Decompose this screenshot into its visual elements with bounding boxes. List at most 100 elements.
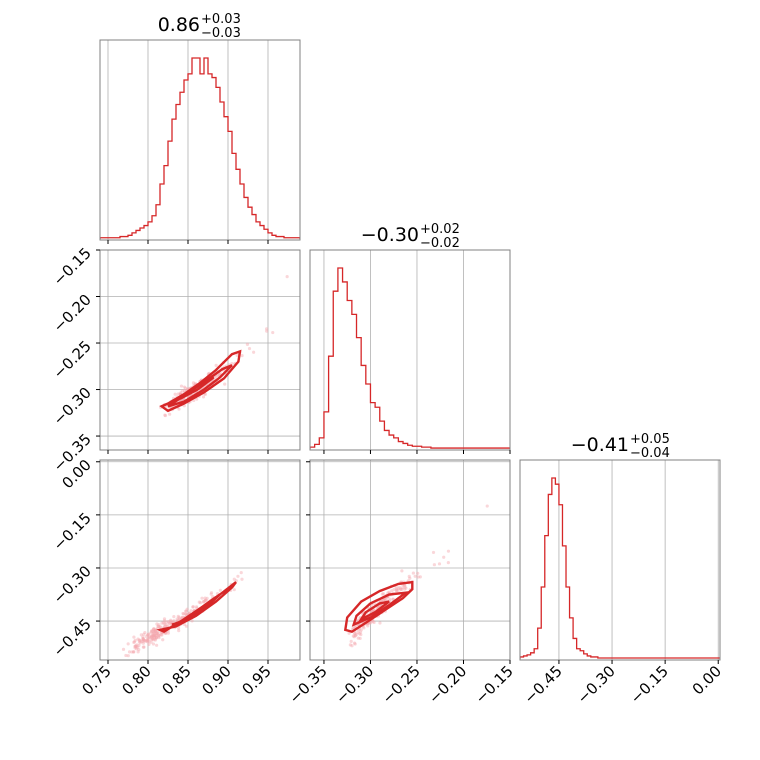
scatter-point xyxy=(349,639,353,643)
scatter-point xyxy=(153,630,157,634)
scatter-point xyxy=(155,643,159,647)
scatter-point xyxy=(396,587,400,591)
scatter-point xyxy=(153,629,157,633)
scatter-point xyxy=(149,631,153,635)
scatter-point xyxy=(166,631,170,635)
scatter-point xyxy=(160,633,164,637)
scatter-point xyxy=(245,342,250,346)
scatter-point xyxy=(218,371,223,376)
scatter-point xyxy=(154,631,159,635)
contour-2-1-0 xyxy=(343,580,414,633)
title-param-0-median: 0.86 xyxy=(158,14,200,36)
scatter-point xyxy=(371,619,375,624)
scatter-point xyxy=(366,624,370,628)
scatter-point xyxy=(369,621,373,625)
scatter-point xyxy=(145,640,150,644)
panel-frame-1-1 xyxy=(309,249,511,451)
scatter-point xyxy=(131,650,136,654)
scatter-point xyxy=(176,618,180,622)
scatter-point xyxy=(163,624,167,629)
scatter-point xyxy=(264,327,269,331)
scatter-point xyxy=(180,616,184,620)
xtick-label-param-0-1: 0.80 xyxy=(118,662,154,698)
scatter-point xyxy=(149,629,154,634)
scatter-point xyxy=(141,638,146,642)
scatter-point xyxy=(352,635,356,639)
scatter-point xyxy=(161,621,166,625)
scatter-point xyxy=(403,585,407,589)
scatter-point xyxy=(162,619,167,623)
scatter-point xyxy=(413,574,417,578)
panel-1-0: −0.35−0.30−0.25−0.20−0.15 xyxy=(50,244,301,475)
scatter-point xyxy=(133,638,137,642)
xtick-label-param-0-2: 0.85 xyxy=(158,662,194,698)
ytick-label-param-2-2: −0.15 xyxy=(50,509,95,554)
panel-frame-0-0 xyxy=(99,39,301,241)
scatter-point xyxy=(408,576,412,580)
scatter-point xyxy=(404,586,408,590)
xtick-label-param-0-3: 0.90 xyxy=(198,662,234,698)
scatter-point xyxy=(163,413,167,417)
ytick-label-param-1-3: −0.20 xyxy=(50,291,95,336)
scatter-point xyxy=(353,634,357,638)
title-param-1-minus: −0.02 xyxy=(420,236,460,251)
scatter-point xyxy=(403,583,407,587)
scatter-point xyxy=(191,605,195,609)
scatter-point xyxy=(152,633,156,637)
scatter-point xyxy=(182,385,186,389)
scatter-point xyxy=(359,633,363,637)
scatter-point xyxy=(216,374,220,378)
scatter-point xyxy=(390,589,394,593)
panel-1-1 xyxy=(309,249,511,454)
scatter-point xyxy=(437,562,442,566)
title-param-0-plus: +0.03 xyxy=(201,12,241,27)
scatter-point xyxy=(167,622,171,626)
scatter-point xyxy=(400,586,405,590)
ytick-label-param-1-2: −0.25 xyxy=(50,337,95,382)
scatter-point xyxy=(240,577,244,581)
contour-1-0-2 xyxy=(179,376,215,400)
contour-1-0-1 xyxy=(167,364,233,408)
xtick-label-param-2-2: −0.15 xyxy=(627,662,672,707)
scatter-point xyxy=(145,638,149,642)
scatter-point xyxy=(169,618,173,622)
scatter-point xyxy=(203,599,207,603)
xtick-label-param-2-0: −0.45 xyxy=(521,662,566,707)
scatter-point xyxy=(400,587,404,591)
scatter-point xyxy=(397,585,402,589)
scatter-point xyxy=(147,637,151,641)
scatter-point xyxy=(181,611,185,616)
xtick-label-param-1-0: −0.35 xyxy=(286,662,331,707)
scatter-point xyxy=(418,575,422,579)
scatter-point xyxy=(353,631,357,635)
scatter-point xyxy=(138,641,142,645)
scatter-point xyxy=(252,350,256,354)
scatter-point xyxy=(358,636,362,641)
scatter-point xyxy=(179,384,184,388)
xtick-label-param-0-0: 0.75 xyxy=(78,662,114,698)
scatter-point xyxy=(156,634,161,639)
scatter-point xyxy=(168,621,172,625)
scatter-point xyxy=(141,637,145,641)
contour-2-0-2 xyxy=(183,600,211,621)
scatter-point xyxy=(184,624,188,628)
scatter-point xyxy=(195,397,199,401)
scatter-point xyxy=(395,588,399,592)
title-param-2: −0.41 +0.05 −0.04 xyxy=(571,432,670,461)
panel-2-0: 0.75 0.80 0.85 0.90 0.95−0.45−0.30−0.150.00 xyxy=(50,456,301,698)
scatter-point xyxy=(347,631,351,635)
scatter-point xyxy=(371,608,375,613)
scatter-point xyxy=(134,647,139,651)
scatter-point xyxy=(151,629,155,633)
scatter-point xyxy=(431,550,436,555)
scatter-point xyxy=(175,617,179,621)
scatter-point xyxy=(151,627,156,631)
title-param-1: −0.30 +0.02 −0.02 xyxy=(361,222,460,251)
scatter-point xyxy=(236,574,240,578)
scatter-point xyxy=(176,626,181,630)
scatter-point xyxy=(235,353,239,357)
title-param-2-median: −0.41 xyxy=(571,434,629,456)
scatter-point xyxy=(144,639,148,643)
xtick-label-param-1-2: −0.25 xyxy=(379,662,424,707)
scatter-point xyxy=(182,612,186,616)
